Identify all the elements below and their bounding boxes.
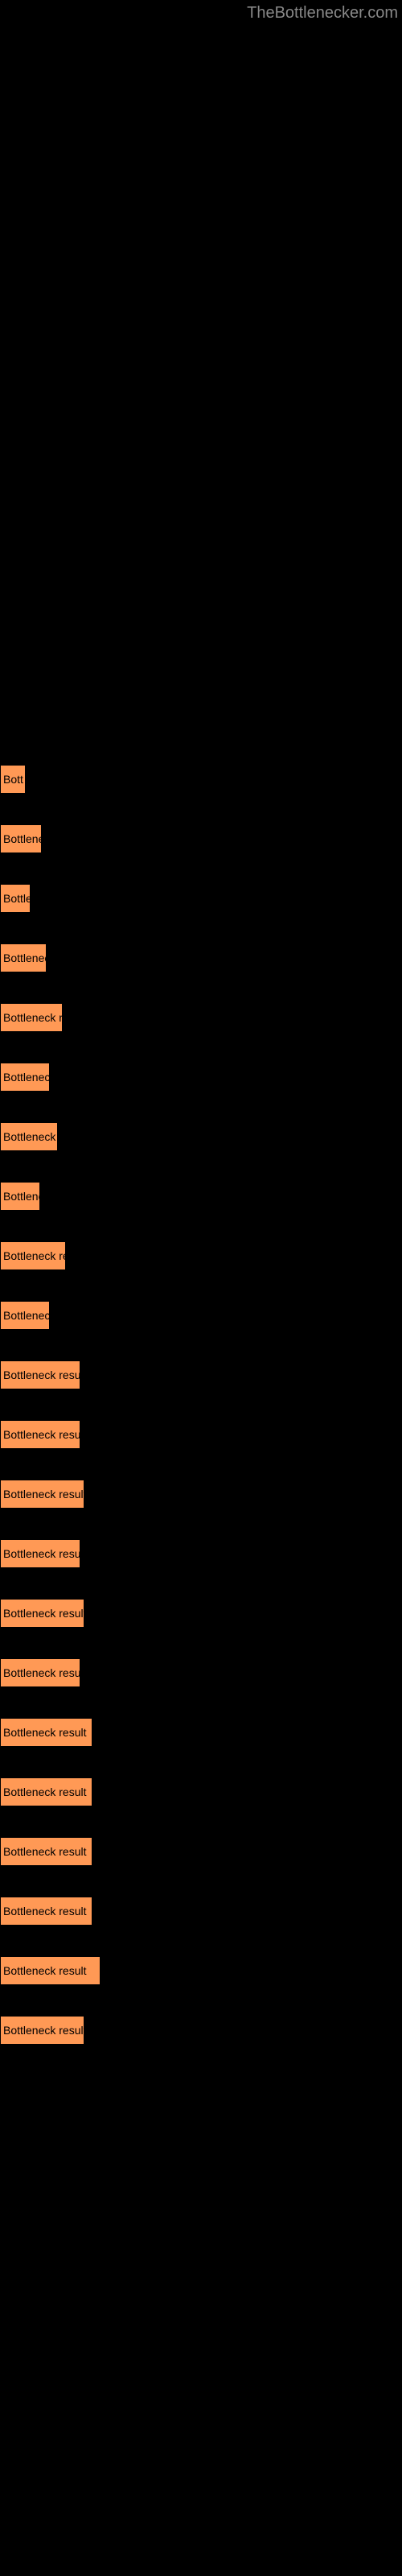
bar: Bottleneck result [0, 1539, 80, 1568]
bar-row: Bottle [0, 884, 402, 913]
bar-row: Bottleneck result [0, 1897, 402, 1926]
bar-row: Bottleneck [0, 1063, 402, 1092]
bar-row: Bottlene [0, 1182, 402, 1211]
bar: Bottleneck result [0, 1599, 84, 1628]
bar: Bottleneck [0, 943, 47, 972]
bar: Bottleneck result [0, 2016, 84, 2045]
bar-row: Bottleneck result [0, 1360, 402, 1389]
bar-label: Bottleneck result [3, 1845, 87, 1858]
bar-label: Bottlened [3, 832, 42, 845]
bar: Bottleneck result [0, 1777, 92, 1806]
bar: Bottlened [0, 824, 42, 853]
bar-label: Bottleneck result [3, 1666, 80, 1679]
bar-label: Bottleneck result [3, 1607, 84, 1620]
bar-row: Bottleneck result [0, 1777, 402, 1806]
bar: Bottleneck result [0, 1897, 92, 1926]
bar-label: Bottlene [3, 1190, 40, 1203]
bar-label: Bottleneck re [3, 1011, 63, 1024]
bar-label: Bottleneck result [3, 1964, 87, 1977]
bar-label: Bottle [3, 892, 31, 905]
bar-label: Bottleneck res [3, 1249, 66, 1262]
bar: Bottlene [0, 1182, 40, 1211]
bar: Bottleneck result [0, 1420, 80, 1449]
bar-label: Bottleneck result [3, 1368, 80, 1381]
bar-row: Bottleneck result [0, 1658, 402, 1687]
bar-row: Bottleneck result [0, 1599, 402, 1628]
bar-label: Bottleneck result [3, 1905, 87, 1918]
bar: Bottleneck result [0, 1658, 80, 1687]
bar-label: Bottleneck result [3, 1785, 87, 1798]
bar: Bottleneck [0, 1301, 50, 1330]
bar-row: Bottleneck result [0, 1480, 402, 1509]
bar: Bottleneck [0, 1063, 50, 1092]
bar-label: Bottleneck r [3, 1130, 58, 1143]
bar: Bottleneck result [0, 1480, 84, 1509]
bar-label: Bottleneck result [3, 1488, 84, 1501]
bar-chart: Bott Bottlened Bottle Bottleneck Bottleneck … [0, 0, 402, 2099]
bar-row: Bottlened [0, 824, 402, 853]
bar: Bottle [0, 884, 31, 913]
bar: Bottleneck re [0, 1003, 63, 1032]
bar-row: Bott [0, 765, 402, 794]
bar-row: Bottleneck [0, 943, 402, 972]
bar: Bottleneck result [0, 1956, 100, 1985]
bar: Bottleneck result [0, 1360, 80, 1389]
bar-row: Bottleneck result [0, 1718, 402, 1747]
bar-row: Bottleneck result [0, 1956, 402, 1985]
bar-label: Bott [3, 773, 23, 786]
bar-row: Bottleneck result [0, 2016, 402, 2045]
bar: Bottleneck r [0, 1122, 58, 1151]
bar-row: Bottleneck result [0, 1539, 402, 1568]
bar: Bottleneck res [0, 1241, 66, 1270]
bar-row: Bottleneck re [0, 1003, 402, 1032]
bar-row: Bottleneck r [0, 1122, 402, 1151]
bar-label: Bottleneck [3, 952, 47, 964]
bar-label: Bottleneck result [3, 1428, 80, 1441]
bar: Bott [0, 765, 26, 794]
bar-row: Bottleneck [0, 1301, 402, 1330]
bar-label: Bottleneck result [3, 1726, 87, 1739]
watermark-text: TheBottlenecker.com [247, 4, 398, 23]
bar-label: Bottleneck [3, 1071, 50, 1084]
bar-label: Bottleneck result [3, 2024, 84, 2037]
bar-label: Bottleneck [3, 1309, 50, 1322]
bar-label: Bottleneck result [3, 1547, 80, 1560]
bar: Bottleneck result [0, 1718, 92, 1747]
bar-row: Bottleneck result [0, 1420, 402, 1449]
bar-row: Bottleneck res [0, 1241, 402, 1270]
bar: Bottleneck result [0, 1837, 92, 1866]
bar-row: Bottleneck result [0, 1837, 402, 1866]
